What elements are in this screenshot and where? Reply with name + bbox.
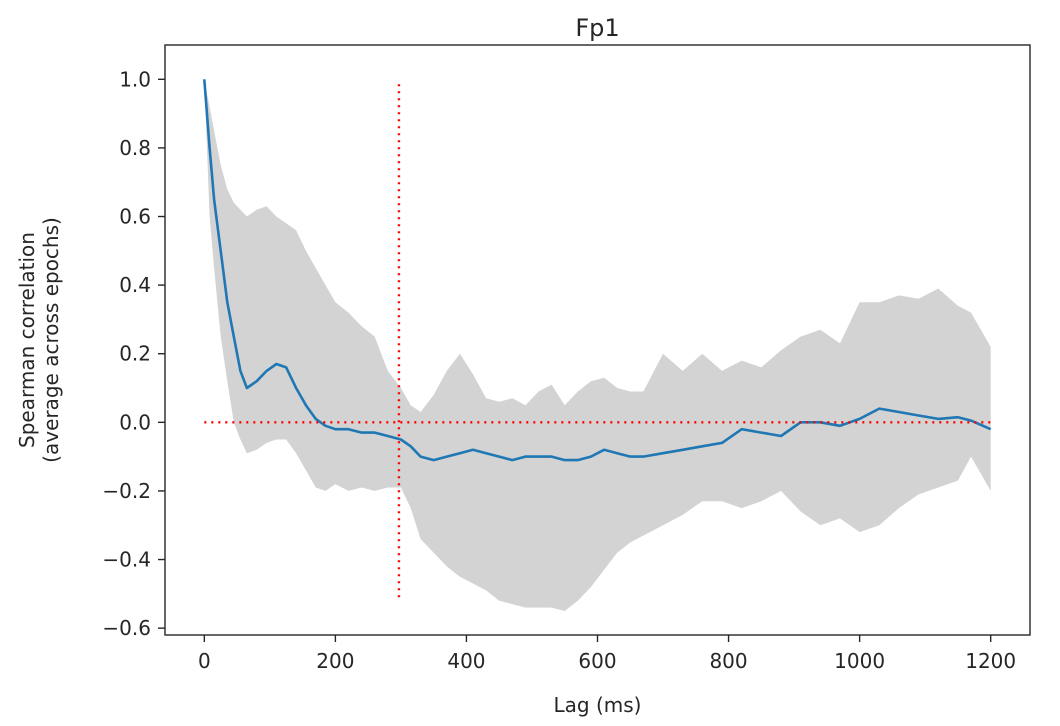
- x-axis-label: Lag (ms): [554, 693, 642, 717]
- y-tick-label: −0.2: [102, 479, 151, 503]
- x-axis-ticks: 0 200 400 600 800 1000 1200: [198, 635, 1016, 673]
- y-tick-label: 0.6: [119, 205, 151, 229]
- x-tick-label: 600: [578, 649, 616, 673]
- x-tick-label: 800: [709, 649, 747, 673]
- y-tick-label: 0.4: [119, 273, 151, 297]
- y-tick-label: 0.8: [119, 136, 151, 160]
- x-tick-label: 0: [198, 649, 211, 673]
- y-tick-label: −0.4: [102, 548, 151, 572]
- reference-lines-layer: [204, 79, 991, 598]
- confidence-band-layer: [204, 79, 991, 612]
- y-axis-label-line-2: (average across epochs): [39, 217, 63, 463]
- x-tick-label: 400: [447, 649, 485, 673]
- y-axis-label-line-1: Spearman correlation: [15, 232, 39, 448]
- y-tick-label: −0.6: [102, 616, 151, 640]
- y-tick-label: 0.2: [119, 342, 151, 366]
- y-tick-label: 0.0: [119, 410, 151, 434]
- x-tick-label: 1000: [834, 649, 885, 673]
- y-axis-ticks: −0.6 −0.4 −0.2 0.0 0.2 0.4 0.6 0.8 1.0: [102, 67, 165, 640]
- x-tick-label: 1200: [965, 649, 1016, 673]
- chart-title: Fp1: [575, 14, 619, 42]
- y-tick-label: 1.0: [119, 67, 151, 91]
- x-tick-label: 200: [316, 649, 354, 673]
- confidence-band-0: [204, 79, 991, 612]
